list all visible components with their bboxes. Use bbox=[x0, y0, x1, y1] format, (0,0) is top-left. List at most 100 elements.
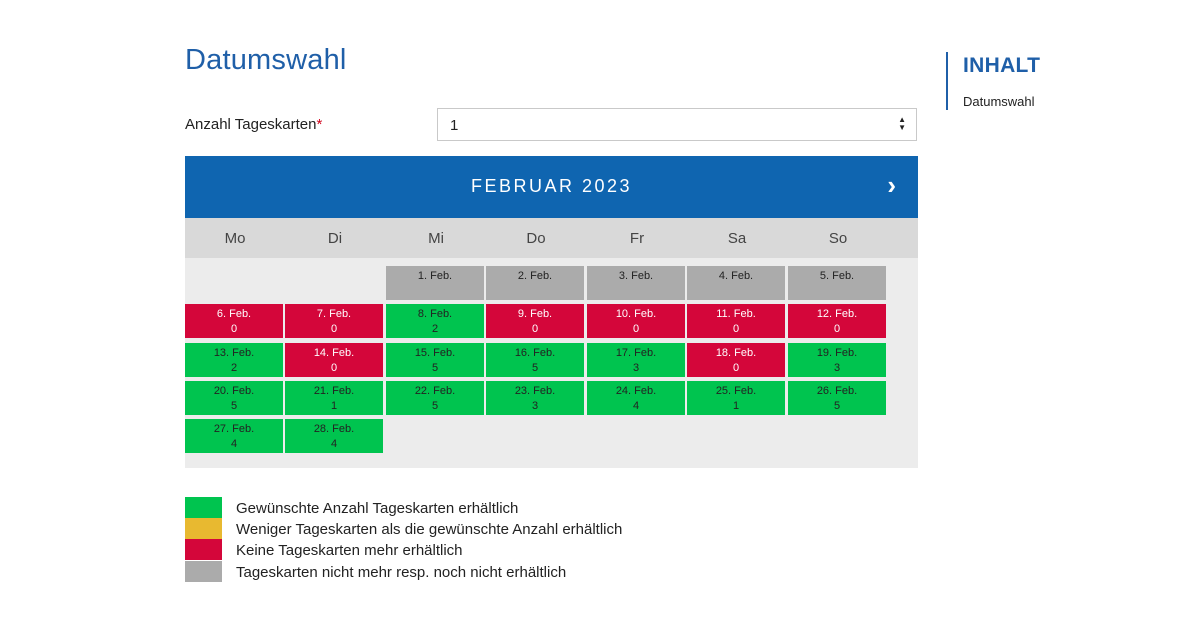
weekday-so: So bbox=[828, 230, 848, 247]
day-date: 20. Feb. bbox=[213, 385, 255, 397]
day-ticket-count: 3 bbox=[531, 400, 539, 412]
day-date: 1. Feb. bbox=[417, 270, 453, 282]
legend-item: Weniger Tageskarten als die gewünschte A… bbox=[185, 518, 685, 539]
calendar-day[interactable]: 28. Feb. 4 bbox=[285, 419, 383, 453]
day-ticket-count: 5 bbox=[230, 400, 238, 412]
calendar-day[interactable]: 25. Feb. 1 bbox=[687, 381, 785, 415]
next-month-icon[interactable]: › bbox=[887, 170, 896, 200]
calendar-day[interactable]: 23. Feb. 3 bbox=[486, 381, 584, 415]
day-ticket-count: 3 bbox=[632, 362, 640, 374]
calendar-day[interactable]: 22. Feb. 5 bbox=[386, 381, 484, 415]
day-date: 25. Feb. bbox=[715, 385, 757, 397]
day-date: 12. Feb. bbox=[816, 308, 858, 320]
calendar-day[interactable]: 12. Feb. 0 bbox=[788, 304, 886, 338]
day-date: 23. Feb. bbox=[514, 385, 556, 397]
day-date: 3. Feb. bbox=[618, 270, 654, 282]
calendar-day[interactable]: 10. Feb. 0 bbox=[587, 304, 685, 338]
calendar-day[interactable]: 11. Feb. 0 bbox=[687, 304, 785, 338]
day-ticket-count: 0 bbox=[632, 323, 640, 335]
day-ticket-count: 2 bbox=[230, 362, 238, 374]
legend-text: Keine Tageskarten mehr erhältlich bbox=[236, 542, 463, 559]
day-date: 8. Feb. bbox=[417, 308, 453, 320]
calendar-header: FEBRUAR 2023 › bbox=[185, 156, 918, 218]
day-ticket-count: 0 bbox=[330, 362, 338, 374]
legend-swatch bbox=[185, 497, 222, 518]
calendar-day[interactable]: 24. Feb. 4 bbox=[587, 381, 685, 415]
calendar: FEBRUAR 2023 › Mo Di Mi Do Fr Sa So 1. F… bbox=[185, 156, 918, 468]
legend-text: Weniger Tageskarten als die gewünschte A… bbox=[236, 521, 623, 538]
day-ticket-count: 3 bbox=[833, 362, 841, 374]
day-ticket-count: 5 bbox=[431, 362, 439, 374]
toc-title: INHALT bbox=[963, 54, 1041, 77]
required-mark: * bbox=[316, 116, 323, 133]
calendar-day[interactable]: 8. Feb. 2 bbox=[386, 304, 484, 338]
day-date: 28. Feb. bbox=[313, 423, 355, 435]
calendar-day[interactable]: 16. Feb. 5 bbox=[486, 343, 584, 377]
calendar-day[interactable]: 7. Feb. 0 bbox=[285, 304, 383, 338]
legend-text: Tageskarten nicht mehr resp. noch nicht … bbox=[236, 564, 567, 581]
day-date: 9. Feb. bbox=[517, 308, 553, 320]
day-ticket-count: 1 bbox=[732, 400, 740, 412]
day-ticket-count: 0 bbox=[732, 323, 740, 335]
weekday-sa: Sa bbox=[727, 230, 747, 247]
calendar-day[interactable]: 20. Feb. 5 bbox=[185, 381, 283, 415]
ticket-count-label: Anzahl Tageskarten* bbox=[185, 116, 322, 133]
day-ticket-count: 4 bbox=[330, 438, 338, 450]
day-date: 15. Feb. bbox=[414, 347, 456, 359]
calendar-month-label: FEBRUAR 2023 bbox=[470, 176, 633, 196]
calendar-day[interactable]: 13. Feb. 2 bbox=[185, 343, 283, 377]
ticket-count-value: 1 bbox=[450, 117, 459, 134]
day-date: 6. Feb. bbox=[216, 308, 252, 320]
calendar-day[interactable]: 9. Feb. 0 bbox=[486, 304, 584, 338]
ticket-count-select[interactable]: 1 ▲ ▼ bbox=[437, 108, 917, 141]
day-ticket-count: 0 bbox=[833, 323, 841, 335]
day-ticket-count: 5 bbox=[431, 400, 439, 412]
ticket-count-row: Anzahl Tageskarten* 1 ▲ ▼ bbox=[185, 108, 918, 142]
legend-item: Gewünschte Anzahl Tageskarten erhältlich bbox=[185, 497, 685, 518]
select-updown-icon: ▲ ▼ bbox=[898, 115, 906, 132]
day-ticket-count: 0 bbox=[732, 362, 740, 374]
day-ticket-count: 0 bbox=[330, 323, 338, 335]
day-date: 13. Feb. bbox=[213, 347, 255, 359]
day-date: 5. Feb. bbox=[819, 270, 855, 282]
legend-item: Tageskarten nicht mehr resp. noch nicht … bbox=[185, 561, 685, 582]
day-date: 21. Feb. bbox=[313, 385, 355, 397]
calendar-day: 5. Feb. bbox=[788, 266, 886, 300]
day-ticket-count: 4 bbox=[230, 438, 238, 450]
calendar-day[interactable]: 17. Feb. 3 bbox=[587, 343, 685, 377]
day-ticket-count: 1 bbox=[330, 400, 338, 412]
weekday-do: Do bbox=[526, 230, 546, 247]
calendar-day[interactable]: 27. Feb. 4 bbox=[185, 419, 283, 453]
day-date: 2. Feb. bbox=[517, 270, 553, 282]
weekday-di: Di bbox=[327, 230, 343, 247]
calendar-day[interactable]: 15. Feb. 5 bbox=[386, 343, 484, 377]
day-date: 10. Feb. bbox=[615, 308, 657, 320]
day-ticket-count: 4 bbox=[632, 400, 640, 412]
day-date: 4. Feb. bbox=[718, 270, 754, 282]
calendar-day[interactable]: 21. Feb. 1 bbox=[285, 381, 383, 415]
day-date: 14. Feb. bbox=[313, 347, 355, 359]
toc-item-datumswahl[interactable]: Datumswahl bbox=[963, 94, 1035, 109]
day-ticket-count: 2 bbox=[431, 323, 439, 335]
ticket-count-label-text: Anzahl Tageskarten bbox=[185, 116, 317, 133]
day-date: 19. Feb. bbox=[816, 347, 858, 359]
day-date: 22. Feb. bbox=[414, 385, 456, 397]
table-of-contents: INHALT Datumswahl bbox=[946, 52, 1148, 110]
calendar-day[interactable]: 26. Feb. 5 bbox=[788, 381, 886, 415]
day-date: 26. Feb. bbox=[816, 385, 858, 397]
calendar-day[interactable]: 18. Feb. 0 bbox=[687, 343, 785, 377]
calendar-day: 1. Feb. bbox=[386, 266, 484, 300]
calendar-day[interactable]: 19. Feb. 3 bbox=[788, 343, 886, 377]
calendar-day[interactable]: 14. Feb. 0 bbox=[285, 343, 383, 377]
day-ticket-count: 5 bbox=[531, 362, 539, 374]
legend-text: Gewünschte Anzahl Tageskarten erhältlich bbox=[236, 500, 519, 517]
legend-item: Keine Tageskarten mehr erhältlich bbox=[185, 539, 685, 560]
weekday-mo: Mo bbox=[224, 230, 246, 247]
day-ticket-count: 5 bbox=[833, 400, 841, 412]
calendar-day[interactable]: 6. Feb. 0 bbox=[185, 304, 283, 338]
legend-swatch bbox=[185, 518, 222, 539]
day-ticket-count: 0 bbox=[531, 323, 539, 335]
legend-swatch bbox=[185, 539, 222, 560]
day-date: 17. Feb. bbox=[615, 347, 657, 359]
day-date: 24. Feb. bbox=[615, 385, 657, 397]
